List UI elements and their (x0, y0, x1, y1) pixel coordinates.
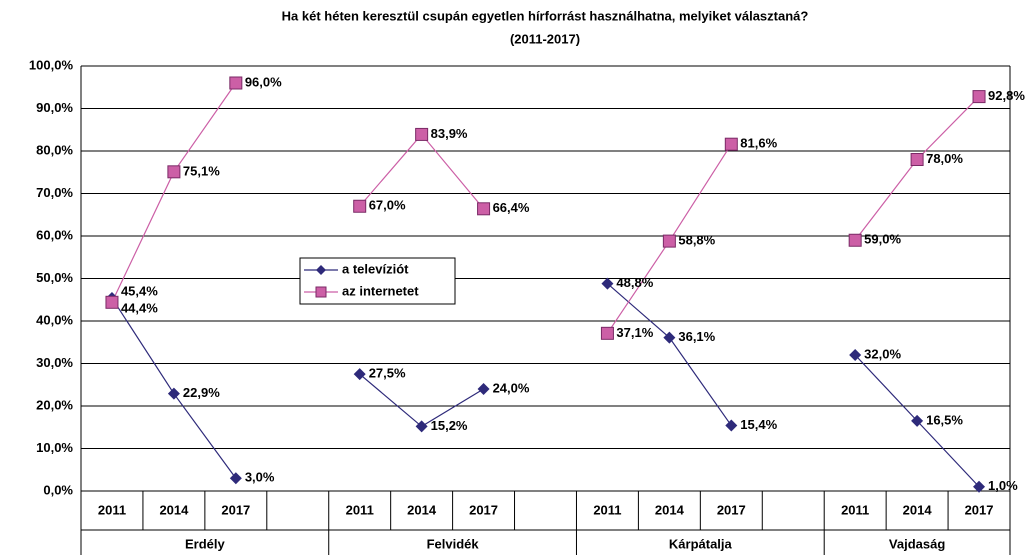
data-label: 44,4% (121, 301, 158, 316)
legend-marker (315, 286, 327, 298)
legend-label: a televíziót (342, 261, 409, 276)
y-tick-label: 100,0% (29, 57, 74, 72)
data-label: 16,5% (926, 412, 963, 427)
data-label: 45,4% (121, 283, 158, 298)
data-label: 58,8% (678, 233, 715, 248)
data-label: 27,5% (369, 366, 406, 381)
y-tick-label: 50,0% (36, 270, 73, 285)
chart-subtitle: (2011-2017) (510, 31, 580, 46)
marker (910, 153, 924, 166)
marker (229, 472, 242, 485)
data-label: 15,4% (740, 417, 777, 432)
y-tick-label: 0,0% (43, 482, 73, 497)
x-tick-label: 2011 (841, 502, 869, 517)
legend-marker (316, 265, 326, 275)
x-tick-label: 2014 (407, 502, 437, 517)
marker (477, 383, 490, 395)
data-label: 92,8% (988, 88, 1025, 103)
marker (973, 480, 986, 493)
marker (353, 199, 367, 213)
y-tick-label: 90,0% (36, 100, 73, 115)
x-tick-label: 2014 (903, 502, 933, 517)
data-label: 67,0% (369, 198, 406, 213)
marker (724, 137, 738, 151)
marker (105, 295, 119, 309)
data-label: 78,0% (926, 151, 963, 166)
x-tick-label: 2017 (965, 502, 994, 517)
y-tick-label: 10,0% (36, 440, 73, 455)
data-label: 48,8% (616, 275, 653, 290)
group-label: Vajdaság (889, 536, 945, 551)
x-tick-label: 2014 (159, 502, 189, 517)
marker (662, 234, 676, 248)
data-label: 75,1% (183, 163, 220, 178)
data-label: 37,1% (616, 325, 653, 340)
x-tick-label: 2014 (655, 502, 685, 517)
x-tick-label: 2017 (221, 502, 250, 517)
marker (167, 165, 181, 179)
marker (477, 202, 491, 216)
data-label: 36,1% (678, 329, 715, 344)
marker (415, 127, 429, 141)
data-label: 24,0% (493, 380, 530, 395)
x-tick-label: 2017 (717, 502, 746, 517)
y-tick-label: 70,0% (36, 185, 73, 200)
y-tick-label: 20,0% (36, 397, 73, 412)
marker (972, 90, 986, 104)
marker (601, 277, 614, 290)
group-label: Erdély (185, 536, 226, 551)
y-tick-label: 40,0% (36, 312, 73, 327)
marker (725, 419, 738, 432)
marker (848, 233, 862, 247)
marker (849, 349, 862, 361)
data-label: 66,4% (493, 200, 530, 215)
marker (600, 326, 614, 340)
y-tick-label: 60,0% (36, 227, 73, 242)
legend-box (299, 257, 456, 305)
marker (415, 420, 428, 433)
x-tick-label: 2011 (98, 502, 126, 517)
data-label: 22,9% (183, 385, 220, 400)
series-line (111, 283, 980, 488)
marker (353, 368, 366, 381)
data-label: 32,0% (864, 346, 901, 361)
group-label: Kárpátalja (669, 536, 733, 551)
y-tick-label: 80,0% (36, 142, 73, 157)
group-label: Felvidék (427, 536, 480, 551)
data-label: 59,0% (864, 232, 901, 247)
x-tick-label: 2017 (469, 502, 498, 517)
data-label: 1,0% (988, 478, 1018, 493)
legend-label: az internetet (342, 283, 419, 298)
marker (167, 387, 180, 400)
data-label: 96,0% (245, 74, 282, 89)
series-line (111, 82, 980, 334)
data-label: 81,6% (740, 136, 777, 151)
x-tick-label: 2011 (346, 502, 374, 517)
marker (911, 414, 924, 427)
data-label: 3,0% (245, 470, 275, 485)
marker (229, 76, 243, 90)
x-tick-label: 2011 (593, 502, 621, 517)
data-label: 15,2% (431, 418, 468, 433)
chart-title: Ha két héten keresztül csupán egyetlen h… (282, 8, 809, 23)
y-tick-label: 30,0% (36, 355, 73, 370)
data-label: 83,9% (431, 126, 468, 141)
marker (663, 331, 676, 344)
